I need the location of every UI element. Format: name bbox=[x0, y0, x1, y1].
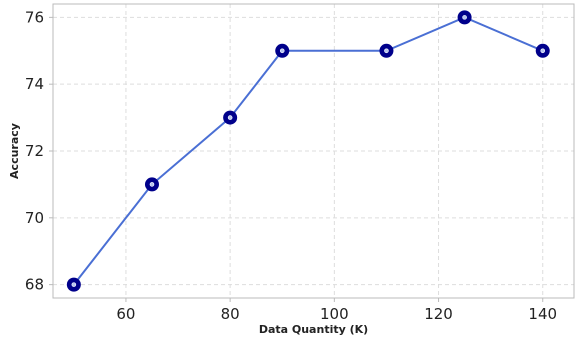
x-tick-label: 140 bbox=[528, 305, 557, 323]
y-tick-label: 76 bbox=[25, 8, 44, 26]
y-tick-label: 74 bbox=[25, 75, 44, 93]
grid bbox=[53, 4, 574, 298]
x-tick-label: 80 bbox=[221, 305, 240, 323]
data-point-center bbox=[384, 48, 389, 54]
x-axis: 60 80 100 120 140 bbox=[116, 298, 557, 323]
data-point-center bbox=[462, 15, 467, 20]
data-point bbox=[223, 110, 238, 125]
data-point-center bbox=[149, 182, 155, 187]
data-point bbox=[144, 177, 159, 192]
data-point-center bbox=[71, 282, 77, 287]
x-axis-title: Data Quantity (K) bbox=[259, 323, 368, 336]
y-tick-label: 72 bbox=[25, 142, 44, 160]
data-point-center bbox=[540, 48, 546, 54]
x-tick-label: 60 bbox=[116, 305, 135, 323]
data-point bbox=[535, 43, 550, 58]
data-points bbox=[66, 10, 550, 292]
x-tick-label: 100 bbox=[320, 305, 349, 323]
data-point-center bbox=[279, 48, 285, 54]
y-tick-label: 70 bbox=[25, 209, 44, 227]
data-point bbox=[379, 43, 394, 58]
data-point bbox=[457, 10, 472, 25]
x-tick-label: 120 bbox=[424, 305, 453, 323]
y-tick-label: 68 bbox=[25, 276, 44, 294]
data-point bbox=[275, 43, 290, 58]
y-axis-title: Accuracy bbox=[8, 123, 21, 179]
data-point bbox=[66, 277, 81, 292]
y-axis: 68 70 72 74 76 bbox=[25, 8, 53, 294]
data-point-center bbox=[227, 115, 233, 120]
